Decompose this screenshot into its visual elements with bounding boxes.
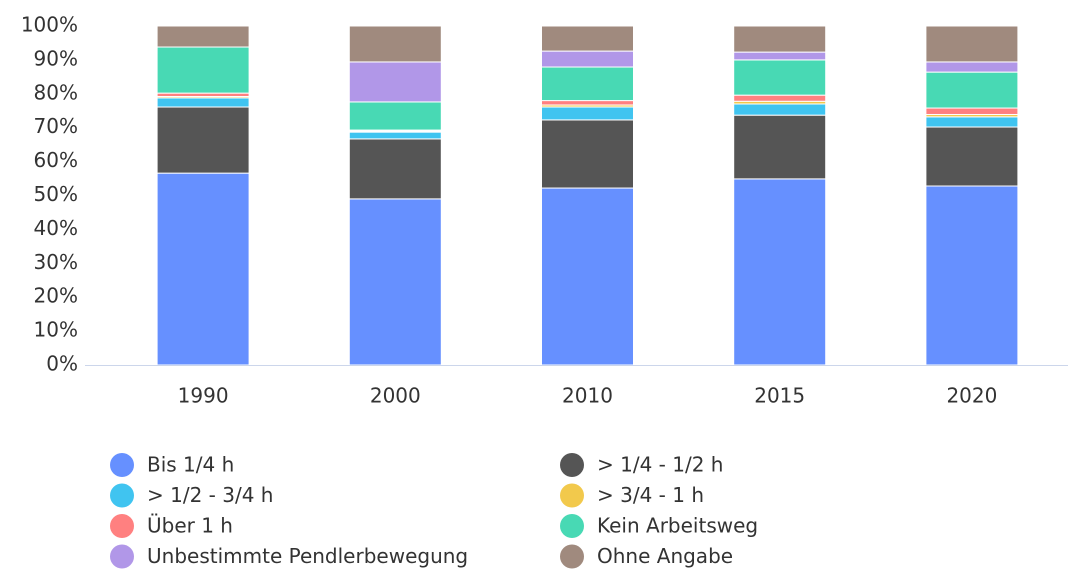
- y-tick-label: 0%: [46, 352, 78, 376]
- bar-segment: [348, 131, 442, 140]
- x-tick-label: 2000: [370, 384, 421, 408]
- bar-segment: [541, 100, 634, 106]
- bar-segment: [925, 25, 1019, 63]
- bar-segment: [348, 61, 442, 103]
- legend-marker: [110, 514, 134, 538]
- bar-segment: [541, 50, 634, 68]
- bar-segment: [156, 106, 250, 174]
- y-tick-label: 10%: [34, 318, 78, 342]
- legend-label: > 1/2 - 3/4 h: [147, 483, 273, 507]
- legend-marker: [110, 544, 134, 569]
- bar-segment: [733, 103, 827, 116]
- bar-segment: [156, 25, 250, 48]
- bar-segment: [541, 25, 634, 52]
- y-tick-label: 80%: [34, 80, 78, 104]
- legend-label: Bis 1/4 h: [147, 453, 234, 477]
- bar-segment: [156, 97, 250, 108]
- x-tick-label: 2020: [946, 384, 997, 408]
- legend-label: Unbestimmte Pendlerbewegung: [147, 544, 468, 568]
- bar-segment: [733, 94, 827, 102]
- y-tick-label: 40%: [34, 216, 78, 240]
- x-tick-label: 2010: [562, 384, 613, 408]
- bar-segment: [925, 71, 1019, 109]
- x-tick-label: 2015: [754, 384, 805, 408]
- bar-segment: [348, 25, 442, 63]
- bar-segment: [925, 116, 1019, 128]
- legend-marker: [560, 544, 584, 569]
- bar-segment: [925, 126, 1019, 187]
- bar-segment: [541, 119, 634, 189]
- bar-segment: [733, 51, 827, 61]
- y-tick-label: 50%: [34, 182, 78, 206]
- y-tick-label: 100%: [21, 13, 78, 37]
- y-tick-label: 90%: [34, 46, 78, 70]
- bar-segment: [925, 185, 1019, 366]
- legend-marker: [560, 483, 584, 508]
- bar-segment: [541, 66, 634, 102]
- y-tick-label: 60%: [34, 148, 78, 172]
- bar-segment: [156, 92, 250, 98]
- bar-segment: [156, 172, 250, 366]
- legend-label: Ohne Angabe: [597, 544, 733, 568]
- legend-marker: [560, 453, 584, 477]
- legend-marker: [560, 514, 584, 538]
- bar-segment: [348, 198, 442, 366]
- legend-label: > 1/4 - 1/2 h: [597, 453, 723, 477]
- legend-label: Kein Arbeitsweg: [597, 514, 758, 538]
- y-tick-label: 30%: [34, 250, 78, 274]
- legend-label: Über 1 h: [147, 514, 233, 538]
- bar-segment: [541, 106, 634, 121]
- bar-segment: [348, 138, 442, 200]
- bar-segment: [733, 25, 827, 53]
- legend-marker: [110, 483, 134, 508]
- bar-segment: [925, 61, 1019, 73]
- bar-segment: [156, 46, 250, 94]
- bar-segment: [925, 107, 1019, 115]
- legend-marker: [110, 453, 134, 477]
- bar-segment: [733, 178, 827, 366]
- x-tick-label: 1990: [178, 384, 229, 408]
- bar-segment: [733, 114, 827, 180]
- y-tick-label: 70%: [34, 114, 78, 138]
- bar-segment: [733, 59, 827, 96]
- legend-label: > 3/4 - 1 h: [597, 483, 704, 507]
- legend: Bis 1/4 h > 1/4 - 1/2 h > 1/2 - 3/4 h > 3/4…: [110, 453, 758, 569]
- bar-segment: [348, 101, 442, 131]
- y-tick-label: 20%: [34, 284, 78, 308]
- bar-segment: [541, 187, 634, 366]
